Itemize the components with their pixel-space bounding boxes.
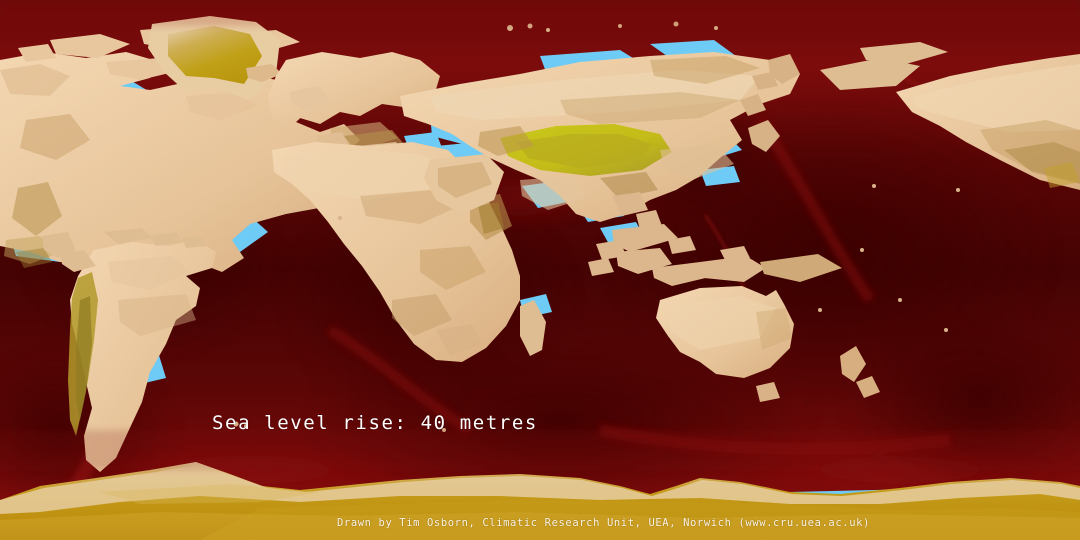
sea-level-rise-label: Sea level rise: 40 metres (212, 412, 538, 434)
land-layer (0, 16, 1080, 540)
land-south-america (68, 240, 216, 472)
land-east-asia-islands (740, 54, 800, 152)
land-iceland (246, 64, 282, 82)
attribution-credit: Drawn by Tim Osborn, Climatic Research U… (337, 517, 870, 529)
land-australia (656, 254, 880, 402)
land-small-islands (233, 21, 960, 432)
land-central-america (42, 228, 206, 272)
land-tasmania (756, 382, 780, 402)
shading-overlay (0, 0, 1080, 470)
land-asia (400, 52, 800, 222)
land-greenland (148, 16, 280, 100)
land-new-guinea (760, 254, 842, 282)
land-madagascar (520, 300, 546, 356)
land-siberia-east-wrap (820, 42, 948, 90)
land-antarctica (0, 462, 1080, 540)
land-southeast-asia (588, 192, 766, 286)
land-new-zealand (840, 346, 866, 382)
land-alaska-northwest (896, 54, 1080, 190)
